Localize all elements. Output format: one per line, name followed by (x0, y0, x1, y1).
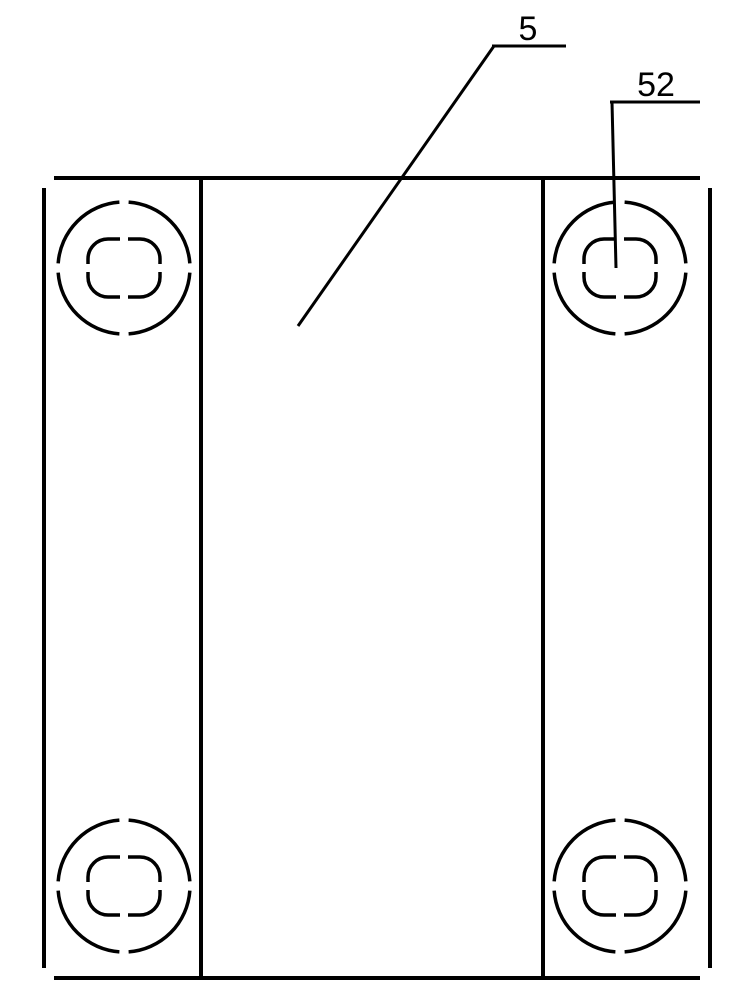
hole-inner-0 (140, 277, 160, 297)
hole-inner-3 (584, 857, 604, 877)
hole-inner-2 (140, 857, 160, 877)
callout-leader-52 (612, 102, 616, 268)
hole-inner-1 (584, 277, 604, 297)
hole-inner-0 (88, 277, 108, 297)
hole-inner-2 (140, 895, 160, 915)
hole-inner-3 (584, 895, 604, 915)
callout-label-5: 5 (519, 10, 538, 48)
hole-inner-1 (584, 239, 604, 259)
hole-inner-1 (636, 277, 656, 297)
hole-inner-3 (636, 895, 656, 915)
callout-leader-5 (298, 46, 494, 326)
callout-label-52: 52 (637, 66, 675, 104)
hole-inner-3 (636, 857, 656, 877)
hole-inner-2 (88, 857, 108, 877)
hole-inner-0 (88, 239, 108, 259)
hole-inner-2 (88, 895, 108, 915)
hole-inner-0 (140, 239, 160, 259)
hole-inner-1 (636, 239, 656, 259)
